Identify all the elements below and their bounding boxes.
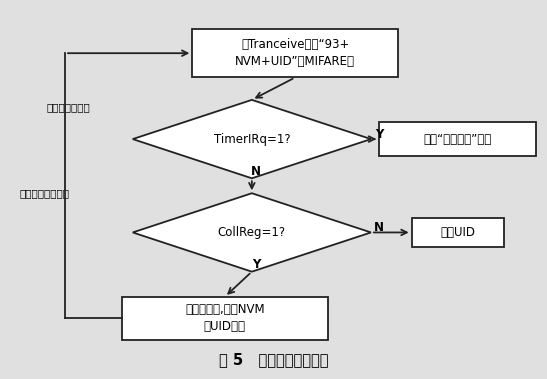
Text: 返回“卡无反应”错误: 返回“卡无反应”错误 (423, 133, 492, 146)
Polygon shape (133, 193, 371, 272)
Text: 用Tranceive发送“93+
NVM+UID”给MIFARE卡: 用Tranceive发送“93+ NVM+UID”给MIFARE卡 (235, 38, 355, 68)
Text: N: N (374, 221, 384, 234)
Polygon shape (133, 100, 371, 178)
Text: 图 5   防冲突算法流程图: 图 5 防冲突算法流程图 (219, 352, 328, 367)
Text: CollReg=1?: CollReg=1? (218, 226, 286, 239)
Text: TimerIRq=1?: TimerIRq=1? (213, 133, 290, 146)
Text: 判断位冲突发生否: 判断位冲突发生否 (19, 188, 69, 198)
FancyBboxPatch shape (411, 218, 504, 247)
FancyBboxPatch shape (122, 297, 328, 340)
Text: 读冲突位置,更新NVM
和UID数据: 读冲突位置,更新NVM 和UID数据 (185, 303, 265, 334)
FancyBboxPatch shape (193, 29, 398, 77)
Text: N: N (251, 165, 261, 178)
Text: Y: Y (375, 128, 383, 141)
Text: 判断应答超时否: 判断应答超时否 (46, 102, 90, 112)
Text: 返回UID: 返回UID (440, 226, 475, 239)
Text: Y: Y (252, 258, 260, 271)
FancyBboxPatch shape (379, 122, 536, 156)
